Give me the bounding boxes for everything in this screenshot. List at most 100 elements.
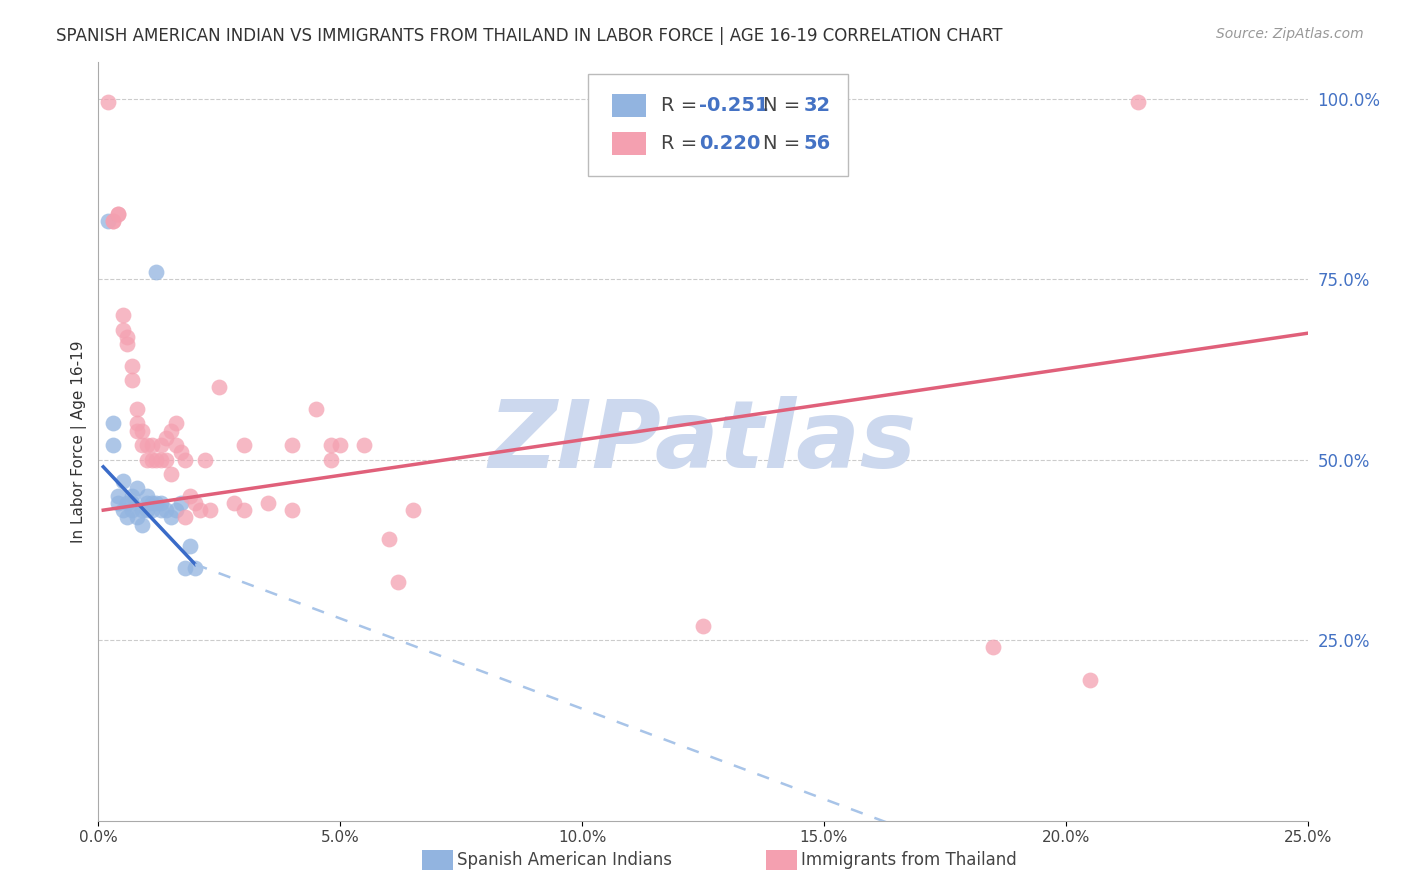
Point <box>135 489 157 503</box>
Point <box>141 452 163 467</box>
Point <box>377 532 399 546</box>
Point <box>184 561 207 575</box>
Point <box>107 496 129 510</box>
Point <box>121 373 143 387</box>
Text: 32: 32 <box>803 96 831 115</box>
Point <box>111 323 134 337</box>
Text: ZIPatlas: ZIPatlas <box>489 395 917 488</box>
Point <box>145 452 167 467</box>
Y-axis label: In Labor Force | Age 16-19: In Labor Force | Age 16-19 <box>72 340 87 543</box>
Point <box>174 561 197 575</box>
Point <box>127 424 149 438</box>
Text: Source: ZipAtlas.com: Source: ZipAtlas.com <box>1216 27 1364 41</box>
Bar <box>613 95 647 117</box>
Point <box>117 496 139 510</box>
Point <box>387 575 409 590</box>
Point <box>150 438 173 452</box>
Point <box>150 496 173 510</box>
Point <box>101 214 124 228</box>
Point <box>121 489 143 503</box>
Point <box>121 503 143 517</box>
Point <box>692 618 714 632</box>
Point <box>155 431 177 445</box>
Point <box>208 380 231 394</box>
Bar <box>613 132 647 155</box>
Text: R =: R = <box>661 96 703 115</box>
Point <box>165 503 187 517</box>
Point <box>145 496 167 510</box>
Point <box>353 438 375 452</box>
Point <box>169 445 191 459</box>
Point <box>131 438 153 452</box>
Point <box>127 417 149 431</box>
Point <box>1078 673 1101 687</box>
Text: Spanish American Indians: Spanish American Indians <box>457 851 672 869</box>
Point <box>155 452 177 467</box>
Point <box>117 330 139 344</box>
Point <box>107 207 129 221</box>
Point <box>165 438 187 452</box>
Point <box>174 452 197 467</box>
Point <box>145 265 167 279</box>
Point <box>319 452 342 467</box>
Point <box>135 452 157 467</box>
Point <box>198 503 221 517</box>
Point <box>160 510 183 524</box>
Point <box>305 402 328 417</box>
Point <box>165 417 187 431</box>
Point <box>127 510 149 524</box>
Point <box>981 640 1004 655</box>
Point <box>169 496 191 510</box>
Point <box>141 438 163 452</box>
Point <box>281 503 304 517</box>
Point <box>135 503 157 517</box>
Point <box>150 452 173 467</box>
Text: -0.251: -0.251 <box>699 96 769 115</box>
Point <box>131 517 153 532</box>
Point <box>101 438 124 452</box>
Point <box>179 539 201 553</box>
Point <box>97 214 120 228</box>
Point <box>174 510 197 524</box>
Point <box>107 207 129 221</box>
Point <box>107 489 129 503</box>
Text: 56: 56 <box>803 134 831 153</box>
Text: SPANISH AMERICAN INDIAN VS IMMIGRANTS FROM THAILAND IN LABOR FORCE | AGE 16-19 C: SPANISH AMERICAN INDIAN VS IMMIGRANTS FR… <box>56 27 1002 45</box>
Point <box>222 496 245 510</box>
FancyBboxPatch shape <box>588 74 848 177</box>
Point <box>111 503 134 517</box>
Point <box>160 424 183 438</box>
Text: R =: R = <box>661 134 703 153</box>
Point <box>101 417 124 431</box>
Text: N =: N = <box>763 134 807 153</box>
Point <box>111 475 134 489</box>
Point <box>329 438 352 452</box>
Point <box>160 467 183 481</box>
Point <box>150 503 173 517</box>
Point <box>131 424 153 438</box>
Text: Immigrants from Thailand: Immigrants from Thailand <box>801 851 1017 869</box>
Point <box>281 438 304 452</box>
Point <box>127 402 149 417</box>
Point <box>111 308 134 322</box>
Point <box>184 496 207 510</box>
Point <box>179 489 201 503</box>
Point <box>188 503 211 517</box>
Point <box>141 503 163 517</box>
Point <box>117 337 139 351</box>
Point <box>155 503 177 517</box>
Point <box>232 503 254 517</box>
Point <box>121 359 143 373</box>
Text: N =: N = <box>763 96 807 115</box>
Point <box>319 438 342 452</box>
Point <box>101 214 124 228</box>
Point <box>135 438 157 452</box>
Point <box>131 503 153 517</box>
Point <box>1128 95 1150 110</box>
Point <box>121 496 143 510</box>
Point <box>117 510 139 524</box>
Point <box>232 438 254 452</box>
Point <box>194 452 217 467</box>
Point <box>141 496 163 510</box>
Point <box>256 496 278 510</box>
